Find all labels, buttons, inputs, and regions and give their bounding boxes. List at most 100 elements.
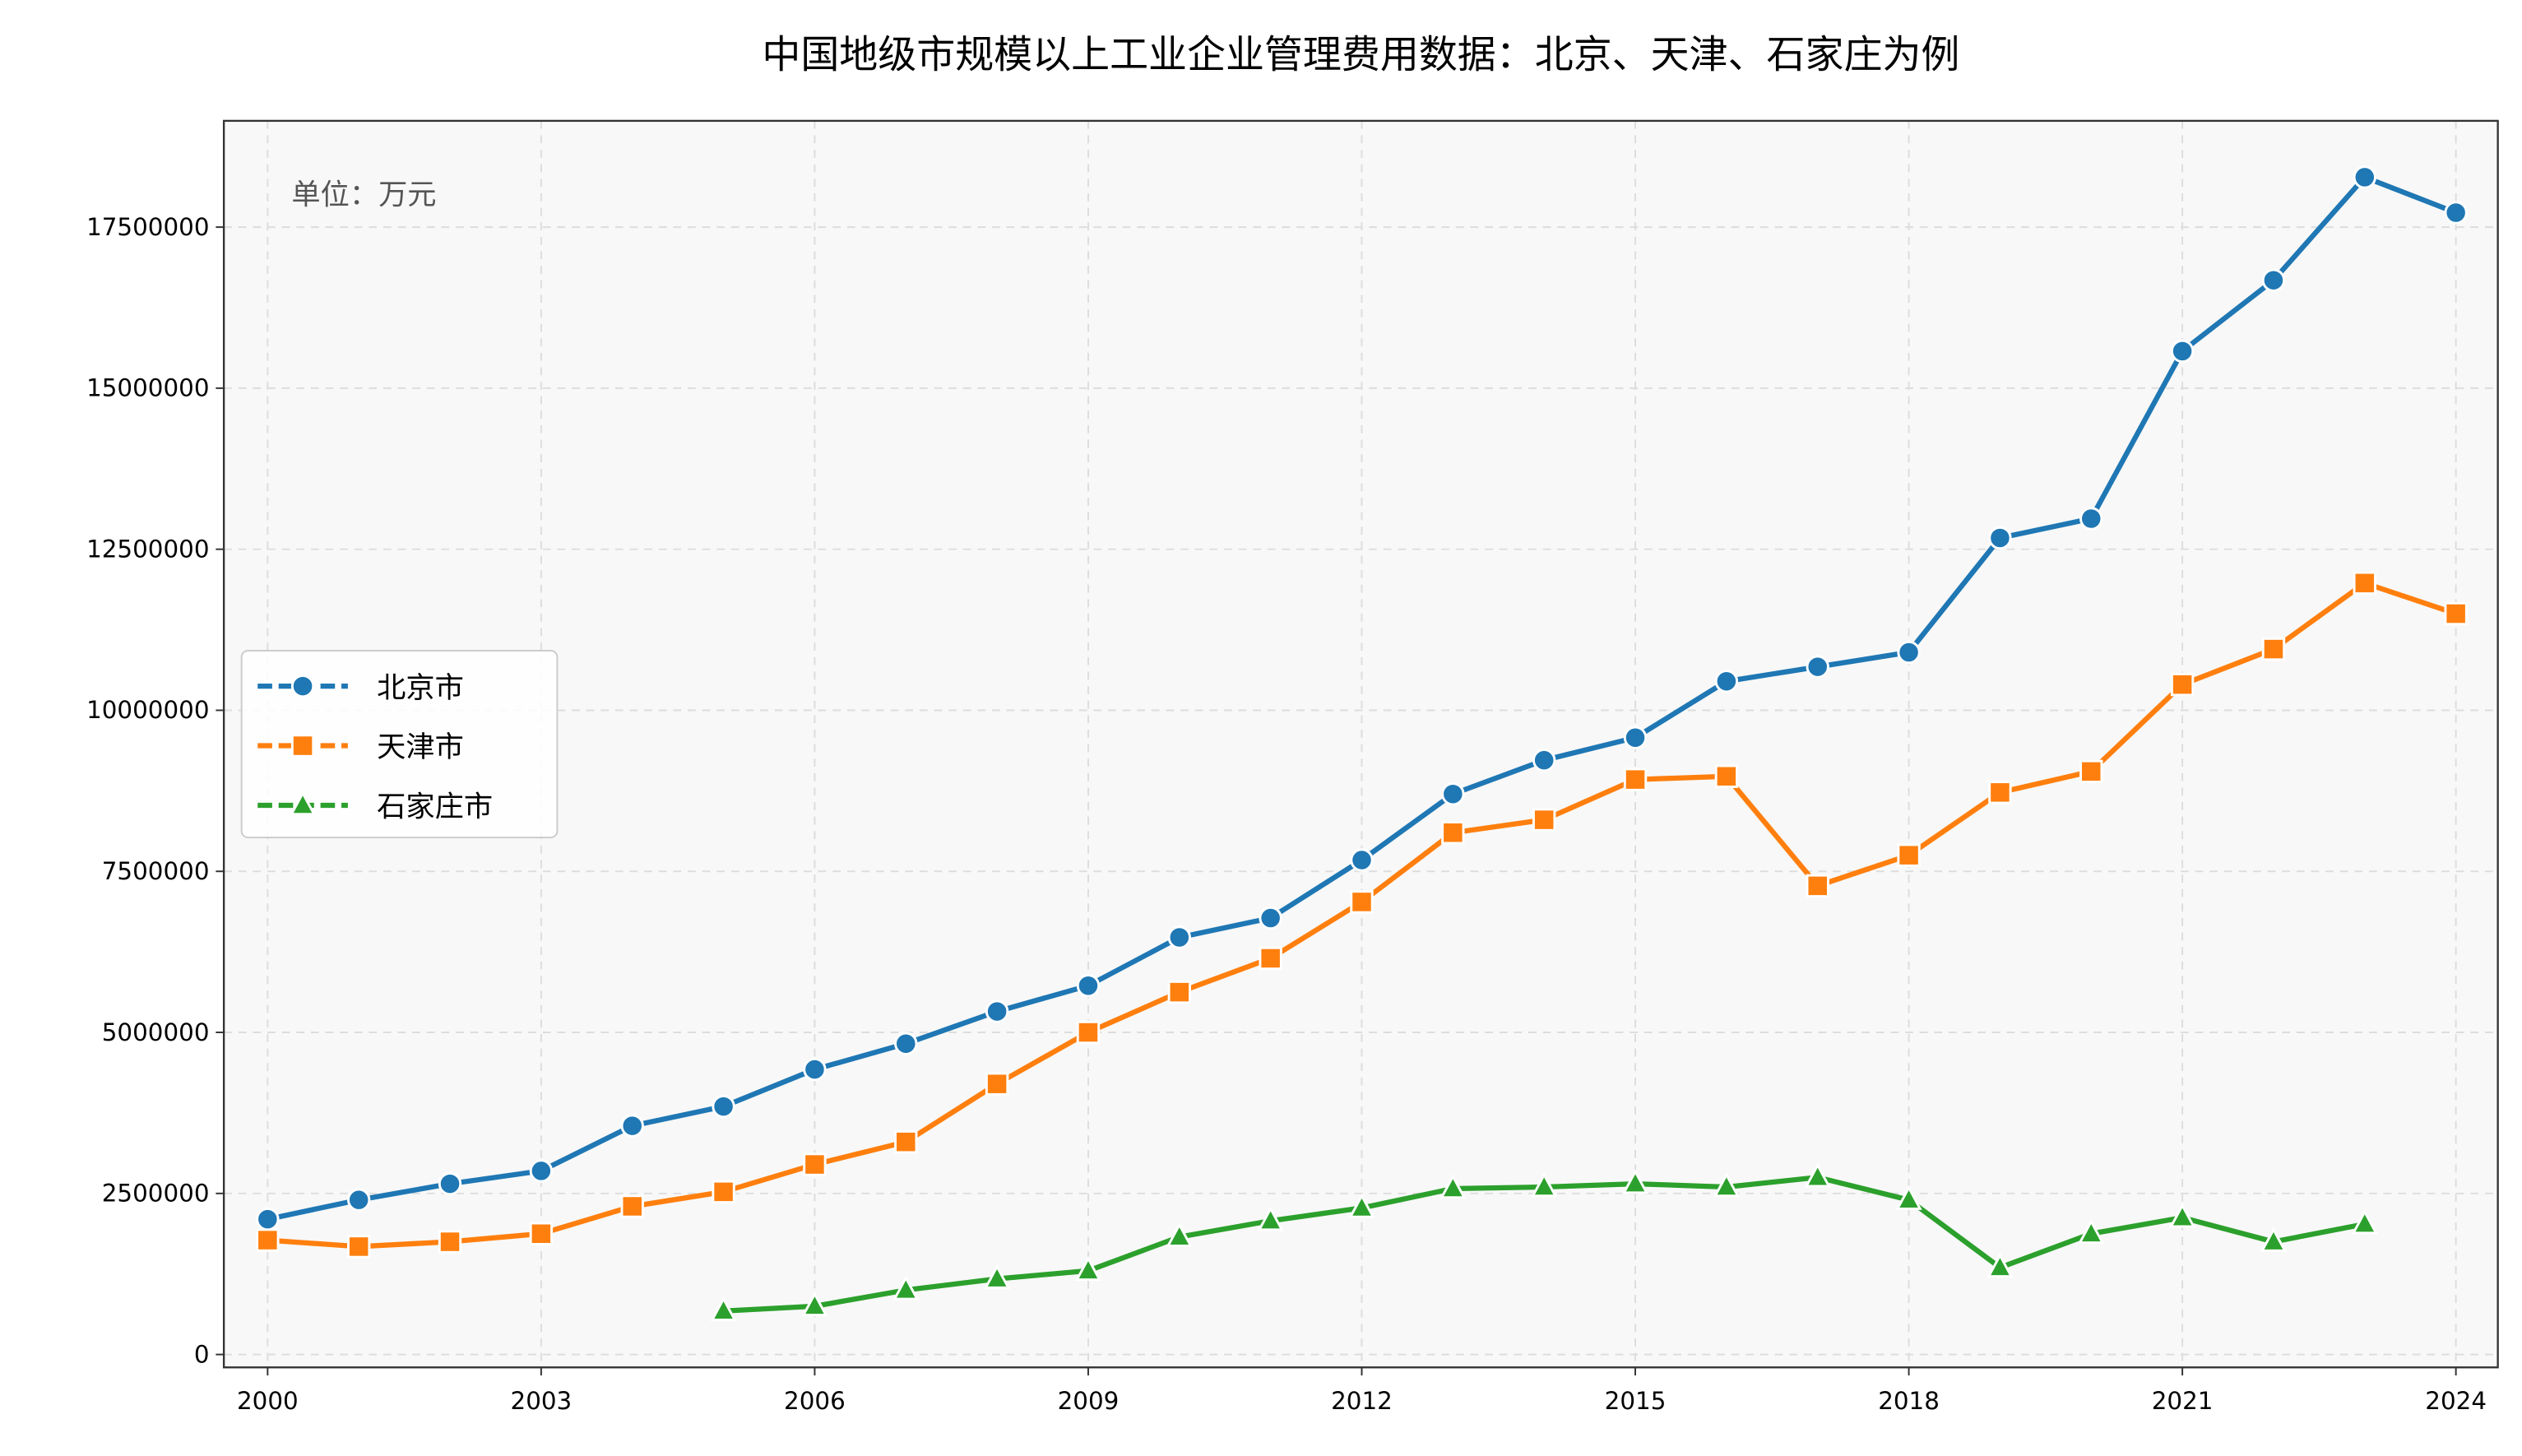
series-group [256, 165, 2468, 1321]
data-point-square [1167, 980, 1191, 1004]
grid [224, 120, 2498, 1368]
data-point-circle [2079, 507, 2103, 531]
x-tick-label: 2021 [2152, 1387, 2214, 1415]
data-point-triangle [1621, 1169, 1649, 1194]
data-point-square [2079, 759, 2103, 784]
data-point-square [894, 1129, 918, 1154]
data-point-square [803, 1152, 827, 1176]
data-point-circle [803, 1057, 827, 1082]
series-1 [256, 165, 2468, 1231]
data-point-triangle [2168, 1203, 2196, 1228]
data-point-circle [2353, 165, 2376, 189]
y-tick-label: 15000000 [86, 374, 209, 402]
y-axis: 0 2500000 5000000 7500000 10000000 12500000 15… [86, 213, 225, 1368]
data-point-square [1897, 843, 1921, 867]
chart-title: 中国地级市规模以上工业企业管理费用数据：北京、天津、石家庄为例 [762, 32, 1959, 77]
series-2 [256, 571, 2468, 1259]
y-tick-label: 10000000 [86, 696, 209, 724]
data-point-triangle [2078, 1218, 2105, 1245]
y-tick-label: 17500000 [86, 213, 209, 241]
y-tick-label: 2500000 [102, 1180, 210, 1208]
data-point-square [1076, 1020, 1101, 1045]
data-point-square [1988, 781, 2012, 805]
data-point-triangle [1531, 1172, 1558, 1198]
x-tick-label: 2000 [237, 1387, 299, 1415]
data-point-square [346, 1235, 371, 1259]
data-point-square [620, 1194, 644, 1218]
data-point-triangle [2351, 1209, 2378, 1235]
x-tick-label: 2003 [511, 1387, 573, 1415]
data-point-circle [2444, 201, 2468, 225]
data-point-square [1532, 808, 1556, 832]
data-point-circle [1714, 670, 1739, 693]
x-tick-label: 2012 [1331, 1387, 1393, 1415]
data-point-triangle [1257, 1206, 1284, 1231]
data-point-circle [346, 1188, 371, 1212]
data-point-triangle [1439, 1174, 1467, 1199]
data-point-circle [1623, 726, 1648, 749]
legend-marker-square [290, 734, 315, 758]
x-tick-label: 2024 [2425, 1387, 2487, 1415]
y-tick-label: 5000000 [102, 1018, 210, 1046]
data-point-circle [894, 1032, 918, 1055]
data-point-triangle [1987, 1253, 2014, 1278]
data-point-triangle [983, 1264, 1011, 1289]
data-point-square [985, 1072, 1009, 1096]
data-point-circle [1532, 748, 1556, 772]
legend-label: 天津市 [377, 730, 464, 764]
data-point-square [256, 1228, 280, 1252]
plot-background [224, 120, 2498, 1368]
series-3 [710, 1162, 2378, 1321]
data-point-circle [2170, 339, 2195, 364]
legend-label: 石家庄市 [377, 791, 493, 824]
data-point-square [1350, 890, 1374, 914]
data-point-square [1623, 767, 1648, 791]
x-tick-label: 2006 [784, 1387, 846, 1415]
y-tick-label: 0 [194, 1340, 210, 1368]
data-point-circle [1441, 782, 1465, 806]
data-point-circle [1806, 655, 1829, 679]
legend-marker-triangle [289, 791, 317, 816]
data-point-circle [1167, 925, 1191, 949]
data-point-circle [2261, 268, 2286, 292]
legend-marker-circle [290, 674, 315, 698]
x-axis: 2000 2003 2006 2009 2012 2015 2018 2021 2024 [237, 1367, 2487, 1415]
data-point-circle [1259, 906, 1282, 930]
data-point-triangle [1074, 1256, 1102, 1282]
data-point-triangle [710, 1296, 737, 1321]
data-point-square [712, 1180, 735, 1204]
y-tick-label: 7500000 [102, 857, 210, 885]
data-point-circle [256, 1207, 280, 1231]
data-point-square [1714, 764, 1739, 788]
data-point-triangle [1895, 1185, 1922, 1210]
data-point-square [2261, 637, 2286, 661]
data-point-triangle [2260, 1226, 2288, 1252]
y-tick-label: 12500000 [86, 535, 209, 563]
unit-annotation: 单位：万元 [291, 179, 436, 212]
legend-label: 北京市 [377, 671, 464, 705]
data-point-triangle [1348, 1193, 1375, 1218]
data-point-triangle [892, 1275, 920, 1301]
data-point-square [529, 1222, 554, 1245]
data-point-circle [712, 1094, 735, 1119]
x-tick-label: 2015 [1605, 1387, 1667, 1415]
x-tick-label: 2018 [1878, 1387, 1940, 1415]
data-point-triangle [1166, 1222, 1193, 1247]
data-point-circle [1988, 526, 2012, 550]
data-point-triangle [801, 1291, 828, 1317]
data-point-triangle [1804, 1162, 1831, 1188]
data-point-square [2444, 601, 2468, 626]
data-point-square [1441, 821, 1465, 845]
data-point-square [2353, 571, 2376, 595]
data-point-circle [438, 1171, 462, 1196]
data-point-square [1259, 946, 1282, 971]
data-point-circle [1897, 640, 1921, 665]
data-point-circle [529, 1159, 554, 1183]
data-point-circle [1350, 848, 1374, 872]
data-point-circle [620, 1114, 644, 1138]
data-point-circle [1076, 974, 1101, 998]
data-point-square [2170, 672, 2195, 697]
data-point-triangle [1713, 1172, 1741, 1198]
